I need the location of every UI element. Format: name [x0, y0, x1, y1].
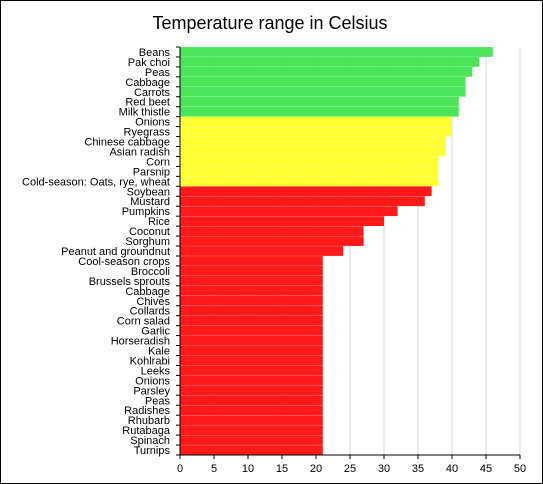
bar	[180, 166, 439, 177]
chart-title: Temperature range in Celsius	[152, 13, 387, 33]
bar	[180, 236, 364, 246]
category-label: Horseradish	[111, 336, 170, 348]
bar	[180, 256, 323, 266]
x-tick-label: 50	[514, 463, 526, 475]
bar	[180, 136, 446, 147]
bar	[180, 106, 459, 117]
bar	[180, 146, 446, 157]
category-label: Ryegrass	[124, 127, 171, 139]
category-label: Cabbage	[125, 77, 170, 89]
category-label: Asian radish	[109, 146, 170, 158]
category-label: Peas	[145, 67, 171, 79]
category-label: Brussels sprouts	[89, 276, 171, 288]
x-tick-label: 30	[378, 463, 390, 475]
bar	[180, 395, 323, 406]
category-label: Peanut and groundnut	[61, 246, 170, 258]
category-label: Pumpkins	[122, 206, 171, 218]
x-tick-label: 40	[446, 463, 458, 475]
category-label: Pak choi	[128, 57, 170, 69]
bar	[180, 305, 323, 316]
category-label: Milk thistle	[119, 107, 170, 119]
bars	[180, 47, 493, 455]
x-tick-label: 0	[177, 463, 183, 475]
category-label: Leeks	[141, 365, 171, 377]
category-label: Corn	[146, 156, 170, 168]
bar	[180, 295, 323, 306]
bar	[180, 76, 466, 87]
bar	[180, 385, 323, 396]
bar	[180, 415, 323, 426]
category-label: Chinese cabbage	[84, 137, 170, 149]
bar	[180, 285, 323, 296]
bar	[180, 425, 323, 435]
category-label: Cold-season: Oats, rye, wheat	[22, 176, 170, 188]
axes	[176, 46, 521, 459]
category-label: Kohlrabi	[130, 355, 170, 367]
bar	[180, 196, 425, 207]
category-label: Broccoli	[131, 266, 170, 278]
category-label: Soybean	[127, 186, 170, 198]
category-label: Onions	[135, 375, 170, 387]
x-tick-label: 20	[310, 463, 322, 475]
category-label: Corn salad	[117, 316, 170, 328]
category-label: Beans	[139, 47, 171, 59]
category-label: Collards	[130, 306, 171, 318]
category-label: Carrots	[134, 87, 171, 99]
x-tick-label: 5	[211, 463, 217, 475]
bar	[180, 67, 473, 77]
category-label: Mustard	[130, 196, 170, 208]
bar	[180, 266, 323, 276]
x-tick-label: 25	[344, 463, 356, 475]
category-label: Radishes	[124, 405, 170, 417]
bar	[180, 435, 323, 445]
bar	[180, 345, 323, 356]
category-label: Rutabaga	[122, 425, 171, 437]
category-label: Parsnip	[133, 166, 170, 178]
x-tick-label: 15	[276, 463, 288, 475]
bar	[180, 176, 439, 187]
category-label: Peas	[145, 395, 171, 407]
category-label: Onions	[135, 117, 170, 129]
category-label: Cool-season crops	[78, 256, 170, 268]
bar	[180, 405, 323, 416]
bar	[180, 315, 323, 326]
category-label: Rice	[148, 216, 170, 228]
bar	[180, 57, 480, 67]
x-tick-labels: 0 5 10 15 20 25 30 35 40 45 50	[177, 463, 526, 475]
category-label: Chives	[136, 296, 170, 308]
category-label: Rhubarb	[128, 415, 170, 427]
category-label: Spinach	[130, 435, 170, 447]
category-label: Garlic	[141, 326, 170, 338]
category-label: Coconut	[129, 226, 170, 238]
bar	[180, 47, 493, 57]
bar	[180, 325, 323, 336]
bar	[180, 216, 384, 227]
bar	[180, 96, 459, 107]
bar	[180, 275, 323, 286]
bar	[180, 335, 323, 346]
bar	[180, 186, 432, 197]
bar	[180, 375, 323, 386]
category-label: Cabbage	[125, 286, 170, 298]
x-tick-label: 45	[480, 463, 492, 475]
bar	[180, 206, 398, 217]
bar	[180, 126, 452, 137]
bar	[180, 445, 323, 455]
bar	[180, 156, 439, 167]
bar	[180, 226, 364, 236]
x-tick-label: 35	[412, 463, 424, 475]
category-label: Red beet	[125, 97, 170, 109]
category-label: Kale	[148, 346, 170, 358]
bar	[180, 355, 323, 366]
bar	[180, 86, 466, 97]
category-label: Turnips	[134, 445, 171, 457]
bar	[180, 365, 323, 376]
category-label: Sorghum	[125, 236, 170, 248]
x-tick-label: 10	[242, 463, 254, 475]
category-label: Parsley	[133, 385, 170, 397]
bar	[180, 246, 344, 256]
bar	[180, 116, 452, 127]
